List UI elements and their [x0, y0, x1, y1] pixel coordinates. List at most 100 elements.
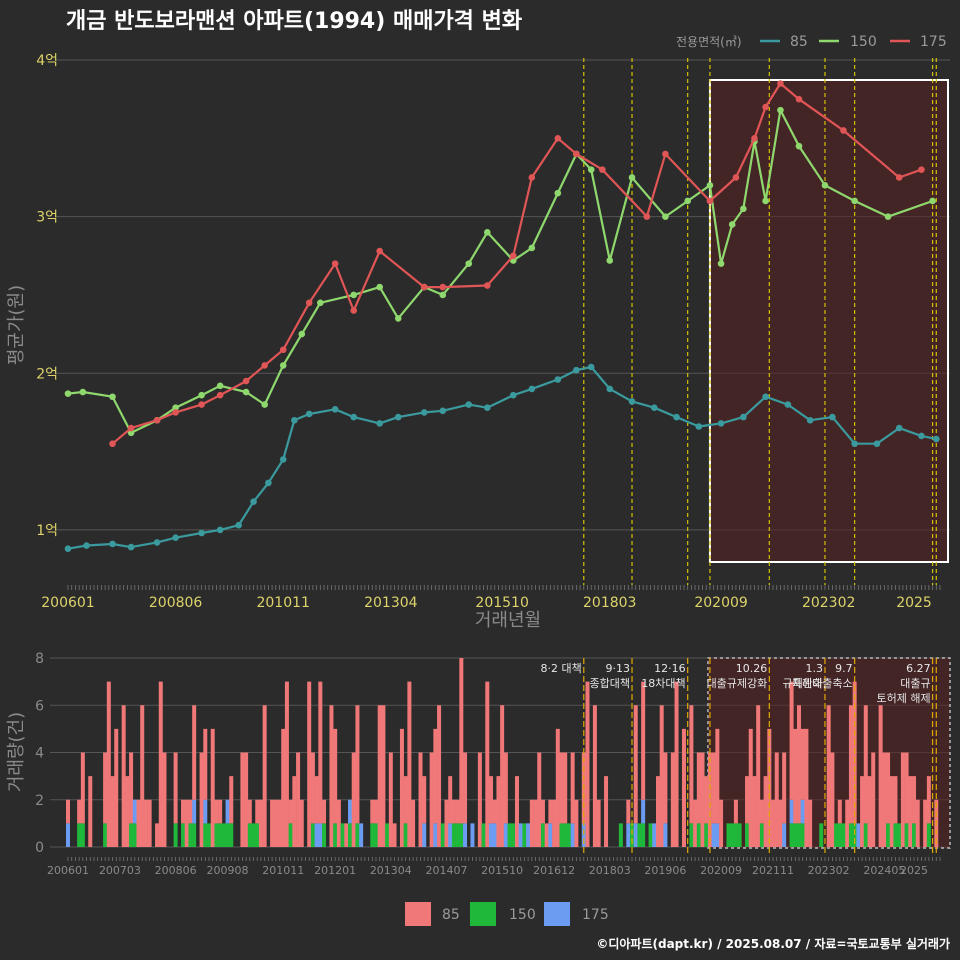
volume-bar: [359, 823, 364, 847]
volume-bar: [143, 799, 148, 847]
volume-x-tick-label: 201201: [314, 864, 356, 877]
volume-bar: [540, 823, 545, 847]
volume-bar: [756, 705, 761, 847]
data-point-85: [64, 545, 72, 552]
volume-bar: [618, 823, 623, 847]
data-point-85: [350, 413, 358, 421]
volume-bar: [819, 823, 824, 847]
volume-bar: [726, 823, 731, 847]
volume-bar: [162, 752, 167, 847]
volume-bar: [733, 823, 738, 847]
volume-bar: [296, 752, 301, 847]
data-point-85: [394, 413, 402, 421]
data-point-175: [261, 362, 268, 369]
volume-bar: [418, 752, 423, 847]
volume-legend-label-85: 85: [442, 907, 460, 923]
volume-x-tick-label: 201011: [262, 864, 304, 877]
data-point-175: [599, 166, 606, 173]
data-point-150: [851, 197, 858, 205]
policy-annotation: 9.7: [835, 662, 853, 675]
volume-bar: [507, 823, 512, 847]
volume-bar: [900, 752, 905, 847]
volume-bar: [429, 752, 434, 847]
data-point-85: [673, 413, 680, 421]
volume-bar: [147, 799, 152, 847]
volume-bar: [503, 823, 508, 847]
volume-x-tick-label: 200908: [207, 864, 249, 877]
volume-bar: [548, 799, 553, 824]
volume-bar: [188, 823, 193, 847]
volume-bar: [804, 728, 809, 847]
data-point-85: [717, 420, 725, 427]
y-tick-label: 2억: [36, 366, 58, 382]
volume-bar: [641, 681, 646, 800]
data-point-85: [918, 432, 925, 440]
volume-bar: [355, 705, 360, 824]
volume-bar: [834, 823, 839, 847]
volume-bar: [897, 823, 902, 847]
volume-bar: [496, 776, 501, 847]
volume-bar: [715, 728, 720, 824]
data-point-150: [528, 244, 536, 252]
data-point-150: [64, 390, 72, 397]
policy-annotation: 18차대책: [641, 677, 685, 690]
data-point-150: [717, 260, 725, 267]
volume-bar: [789, 681, 794, 800]
data-point-175: [918, 166, 925, 173]
data-point-175: [439, 283, 447, 291]
volume-bar: [689, 705, 694, 824]
data-point-150: [242, 388, 250, 396]
data-point-85: [109, 540, 116, 548]
data-point-175: [732, 174, 740, 181]
volume-bar: [240, 752, 245, 847]
volume-bar: [923, 799, 928, 847]
volume-bar: [745, 776, 750, 824]
volume-bar: [886, 752, 891, 824]
volume-bar: [559, 823, 564, 847]
volume-x-tick-label: 200703: [99, 864, 141, 877]
volume-bar: [221, 823, 226, 847]
data-point-175: [762, 103, 769, 111]
volume-bar: [492, 823, 497, 847]
volume-bar: [403, 776, 408, 824]
volume-bar: [422, 776, 427, 824]
volume-bar: [789, 799, 794, 824]
data-point-85: [606, 385, 614, 393]
volume-bar: [867, 776, 872, 847]
volume-bar: [566, 823, 571, 847]
data-point-175: [198, 401, 205, 408]
volume-bar: [893, 776, 898, 824]
volume-bar: [377, 705, 382, 847]
volume-bar: [247, 823, 252, 847]
volume-bar: [782, 823, 787, 847]
volume-bar: [852, 823, 857, 847]
volume-bar: [77, 799, 82, 824]
volume-y-tick-label: 4: [35, 746, 44, 762]
volume-bar: [830, 752, 835, 847]
volume-bar: [711, 823, 716, 847]
volume-bar: [856, 823, 861, 847]
policy-annotation: 대출규제강화: [707, 677, 768, 690]
x-tick-label: 200806: [149, 595, 203, 611]
policy-annotation: 10.26: [736, 662, 768, 675]
volume-bar: [281, 728, 286, 847]
data-point-85: [554, 376, 562, 383]
volume-bar: [514, 776, 519, 847]
volume-bar: [477, 752, 482, 847]
volume-bar: [641, 823, 646, 847]
volume-bar: [229, 776, 234, 824]
data-point-150: [172, 404, 179, 412]
data-point-175: [376, 247, 383, 255]
volume-bar: [184, 799, 189, 847]
data-point-175: [795, 95, 803, 103]
data-point-85: [528, 385, 536, 393]
data-point-85: [291, 416, 298, 424]
volume-bar: [548, 823, 553, 847]
volume-bar: [863, 823, 868, 847]
volume-bar: [655, 776, 660, 847]
volume-bar: [848, 823, 853, 847]
volume-bar: [485, 681, 490, 847]
data-point-150: [762, 197, 769, 205]
data-point-85: [873, 440, 881, 448]
